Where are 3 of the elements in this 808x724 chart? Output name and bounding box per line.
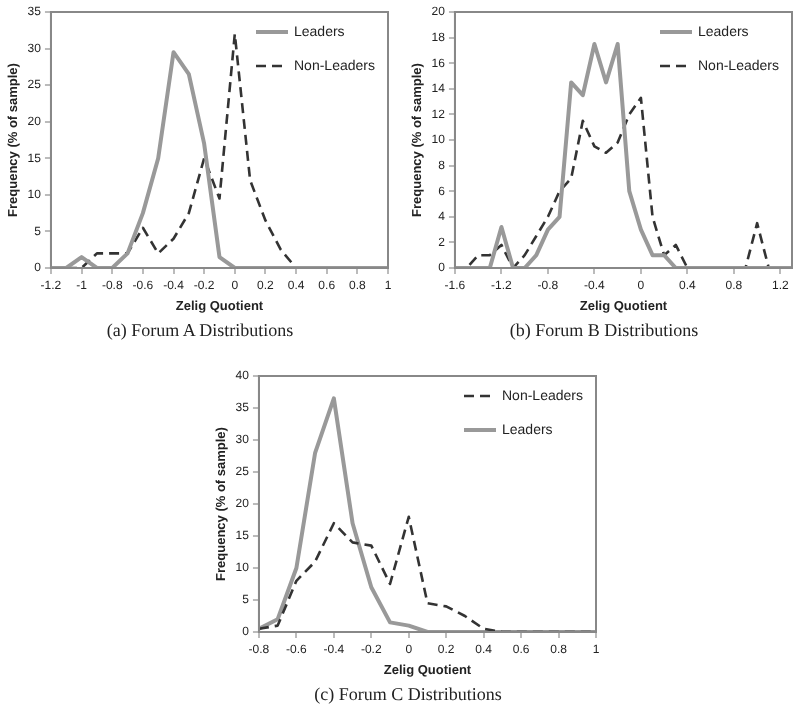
text: (c) Forum C Distributions (312, 684, 504, 704)
text: (a) Forum A Distributions (104, 320, 296, 340)
text: (b) Forum B Distributions (507, 320, 701, 340)
